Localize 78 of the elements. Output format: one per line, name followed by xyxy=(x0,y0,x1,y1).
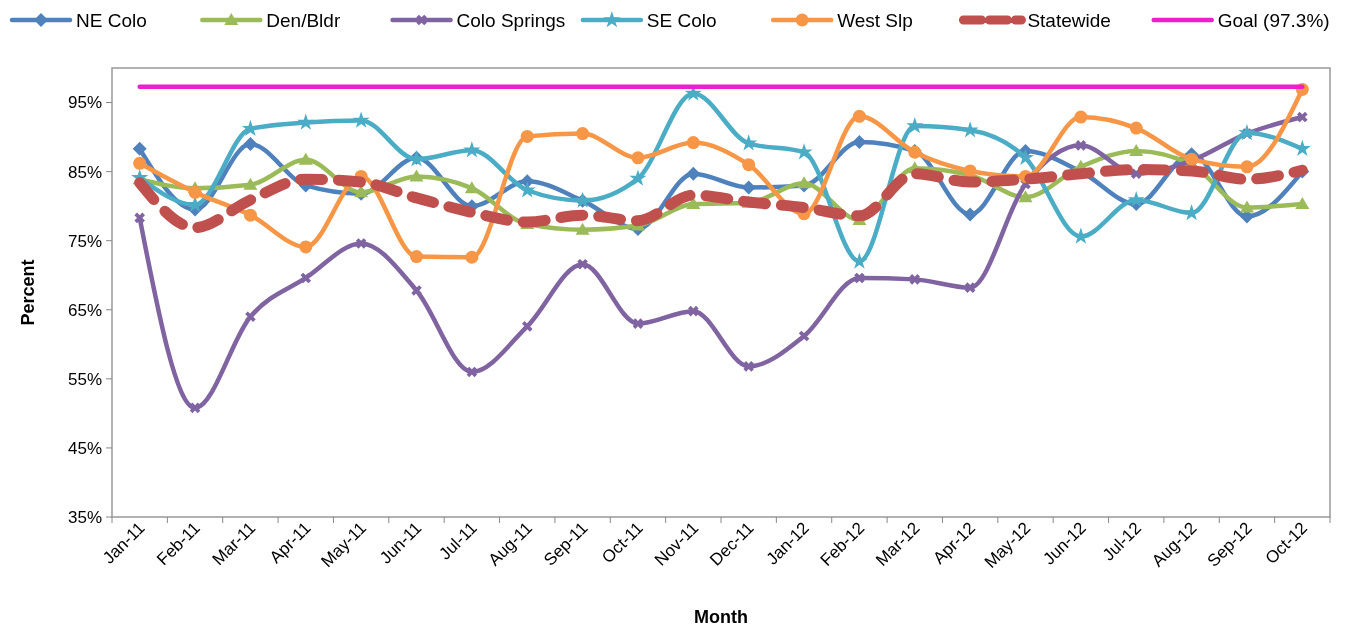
point xyxy=(134,212,145,224)
point xyxy=(1295,197,1310,210)
point xyxy=(740,134,758,151)
point xyxy=(850,252,868,269)
point xyxy=(1239,200,1254,213)
point xyxy=(411,285,422,296)
legend-label: West Slp xyxy=(837,9,913,31)
point xyxy=(742,158,756,172)
point xyxy=(1238,123,1256,141)
point xyxy=(189,402,201,414)
point xyxy=(352,111,370,128)
point xyxy=(852,134,867,149)
point xyxy=(906,117,924,134)
point xyxy=(1240,160,1254,174)
point xyxy=(299,240,313,254)
point xyxy=(132,141,147,156)
x-axis-title: Month xyxy=(694,607,748,627)
point xyxy=(632,318,644,329)
point xyxy=(521,321,533,332)
y-tick-label: 65% xyxy=(67,300,102,320)
y-tick-label: 45% xyxy=(67,438,102,458)
point xyxy=(909,274,921,285)
y-tick-label: 75% xyxy=(67,231,102,251)
point xyxy=(1074,110,1088,124)
point xyxy=(964,282,976,293)
legend-label: SE Colo xyxy=(646,9,717,31)
point xyxy=(741,180,756,195)
point xyxy=(686,197,701,210)
point xyxy=(520,129,534,143)
point xyxy=(188,185,202,199)
point xyxy=(1075,140,1087,151)
y-axis-title: Percent xyxy=(18,259,38,326)
point xyxy=(1016,148,1035,166)
point xyxy=(797,176,812,189)
point xyxy=(963,164,977,178)
y-tick-label: 85% xyxy=(67,162,102,182)
point xyxy=(577,258,588,270)
point xyxy=(629,169,647,186)
point xyxy=(243,208,257,222)
point xyxy=(410,250,423,264)
legend-label: Den/Bldr xyxy=(266,9,341,31)
point xyxy=(854,272,865,284)
point xyxy=(798,330,810,342)
point xyxy=(355,238,367,249)
point xyxy=(243,177,258,190)
legend-label: Colo Springs xyxy=(456,9,566,31)
point xyxy=(297,113,315,130)
point xyxy=(1129,143,1144,156)
point xyxy=(575,222,590,235)
point xyxy=(1018,190,1033,203)
point xyxy=(298,152,313,165)
point xyxy=(1129,121,1143,135)
point xyxy=(688,305,699,317)
point xyxy=(852,109,866,123)
point xyxy=(245,311,256,322)
point xyxy=(409,169,424,182)
y-tick-label: 35% xyxy=(67,507,102,527)
point xyxy=(518,181,536,198)
point xyxy=(743,361,754,372)
point xyxy=(686,166,701,181)
point xyxy=(243,136,258,151)
point xyxy=(463,141,481,158)
y-tick-label: 55% xyxy=(67,369,102,389)
point xyxy=(686,136,700,150)
point xyxy=(576,127,590,141)
point xyxy=(466,366,478,378)
point xyxy=(1297,111,1308,123)
point xyxy=(133,156,147,170)
point xyxy=(963,207,978,222)
point xyxy=(631,151,645,165)
legend-label: NE Colo xyxy=(76,9,147,31)
legend-label: Goal (97.3%) xyxy=(1217,9,1330,31)
point xyxy=(1127,190,1145,208)
point xyxy=(465,250,479,264)
y-tick-label: 95% xyxy=(67,93,102,113)
point xyxy=(464,181,479,194)
legend-label: Statewide xyxy=(1027,9,1111,31)
point xyxy=(300,272,312,284)
